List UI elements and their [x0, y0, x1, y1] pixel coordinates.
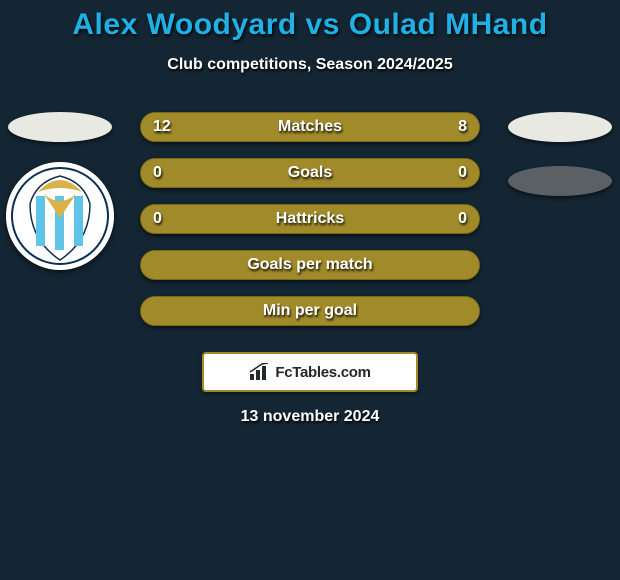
- page-title: Alex Woodyard vs Oulad MHand: [0, 0, 620, 42]
- player-right-ellipse-bottom: [508, 166, 612, 196]
- stat-bar: Hattricks 0 0: [140, 204, 480, 234]
- subtitle: Club competitions, Season 2024/2025: [0, 56, 620, 74]
- bar-chart-icon: [249, 363, 271, 381]
- stat-bars: Matches 12 8 Goals 0 0 Hattricks 0 0 Goals per ma…: [140, 112, 480, 342]
- stat-bar-label: Goals: [288, 164, 332, 182]
- stat-bar: Goals 0 0: [140, 158, 480, 188]
- player-left-column: [0, 112, 120, 270]
- player-left-badge: [6, 162, 114, 270]
- stat-bar-value-left: 0: [153, 210, 162, 228]
- stat-bar-value-right: 0: [458, 164, 467, 182]
- comparison-infographic: Alex Woodyard vs Oulad MHand Club compet…: [0, 0, 620, 580]
- stat-bar-label: Min per goal: [263, 302, 357, 320]
- stat-bar-label: Goals per match: [247, 256, 372, 274]
- stat-bar-value-right: 8: [458, 118, 467, 136]
- player-right-column: [500, 112, 620, 196]
- stat-bar-value-left: 12: [153, 118, 171, 136]
- stat-bar-label: Matches: [278, 118, 342, 136]
- club-crest-icon: [6, 162, 114, 270]
- stat-bar: Min per goal: [140, 296, 480, 326]
- player-right-ellipse-top: [508, 112, 612, 142]
- brand-box: FcTables.com: [202, 352, 418, 392]
- stat-bar-fill-right: [310, 159, 479, 187]
- stat-bar-label: Hattricks: [276, 210, 344, 228]
- stat-bar-fill-left: [141, 159, 310, 187]
- player-left-ellipse: [8, 112, 112, 142]
- stat-bar: Matches 12 8: [140, 112, 480, 142]
- stat-bar: Goals per match: [140, 250, 480, 280]
- stat-bar-value-left: 0: [153, 164, 162, 182]
- date-text: 13 november 2024: [0, 408, 620, 426]
- stat-bar-value-right: 0: [458, 210, 467, 228]
- brand-text: FcTables.com: [275, 364, 370, 381]
